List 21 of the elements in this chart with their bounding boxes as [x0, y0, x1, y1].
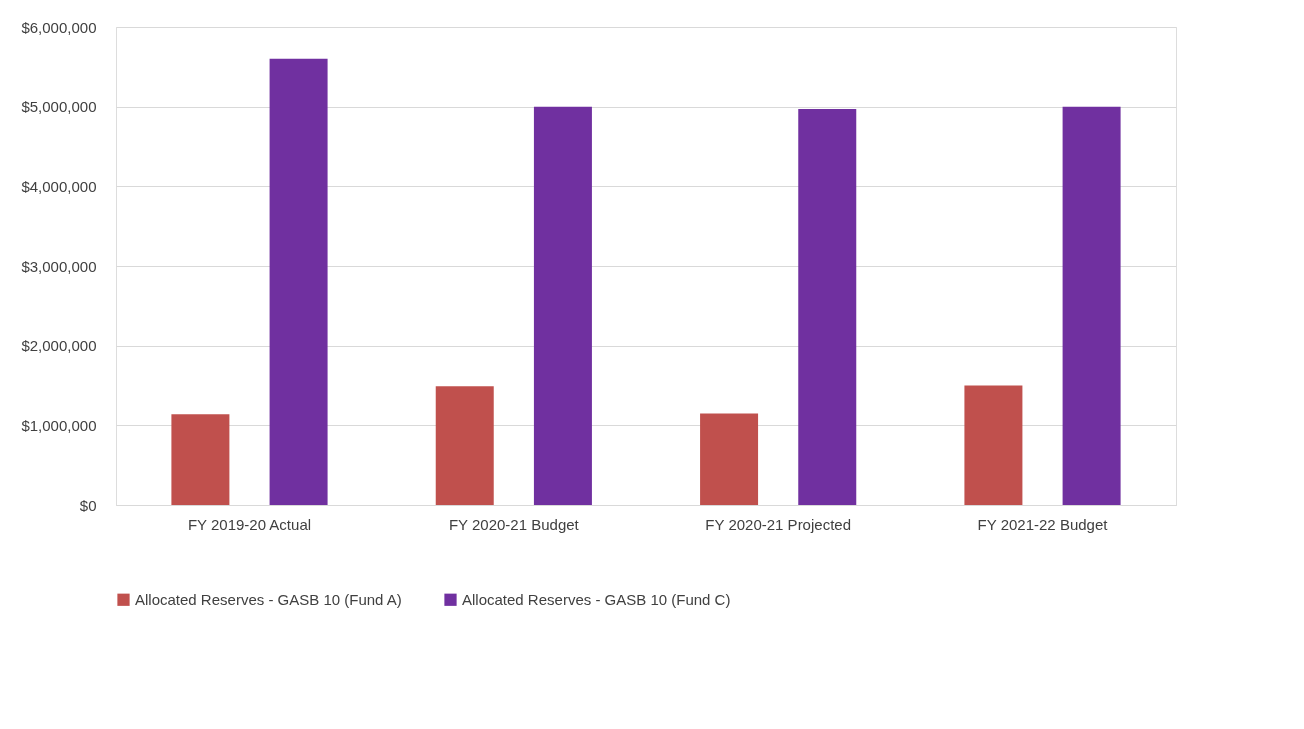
- bar: [964, 385, 1023, 505]
- y-tick-label: $2,000,000: [21, 337, 97, 355]
- y-tick-label: $3,000,000: [21, 257, 97, 275]
- y-tick-label: $6,000,000: [21, 18, 97, 36]
- x-tick-label: FY 2021-22 Budget: [977, 515, 1109, 533]
- legend-label: Allocated Reserves - GASB 10 (Fund A): [135, 590, 402, 608]
- x-tick-label: FY 2019-20 Actual: [187, 515, 312, 533]
- bar: [435, 386, 494, 505]
- y-tick-label: $4,000,000: [21, 177, 97, 195]
- y-tick-label: $0: [79, 496, 97, 514]
- y-tick-label: $1,000,000: [21, 416, 97, 434]
- bar: [533, 106, 592, 505]
- legend-label: Allocated Reserves - GASB 10 (Fund C): [462, 590, 731, 608]
- bar: [171, 414, 230, 505]
- bar: [798, 109, 857, 505]
- x-tick-label: FY 2020-21 Budget: [448, 515, 580, 533]
- y-tick-label: $5,000,000: [21, 98, 97, 116]
- bar: [700, 413, 759, 505]
- bar: [1062, 106, 1121, 505]
- bar: [269, 58, 328, 505]
- x-tick-label: FY 2020-21 Projected: [705, 515, 851, 533]
